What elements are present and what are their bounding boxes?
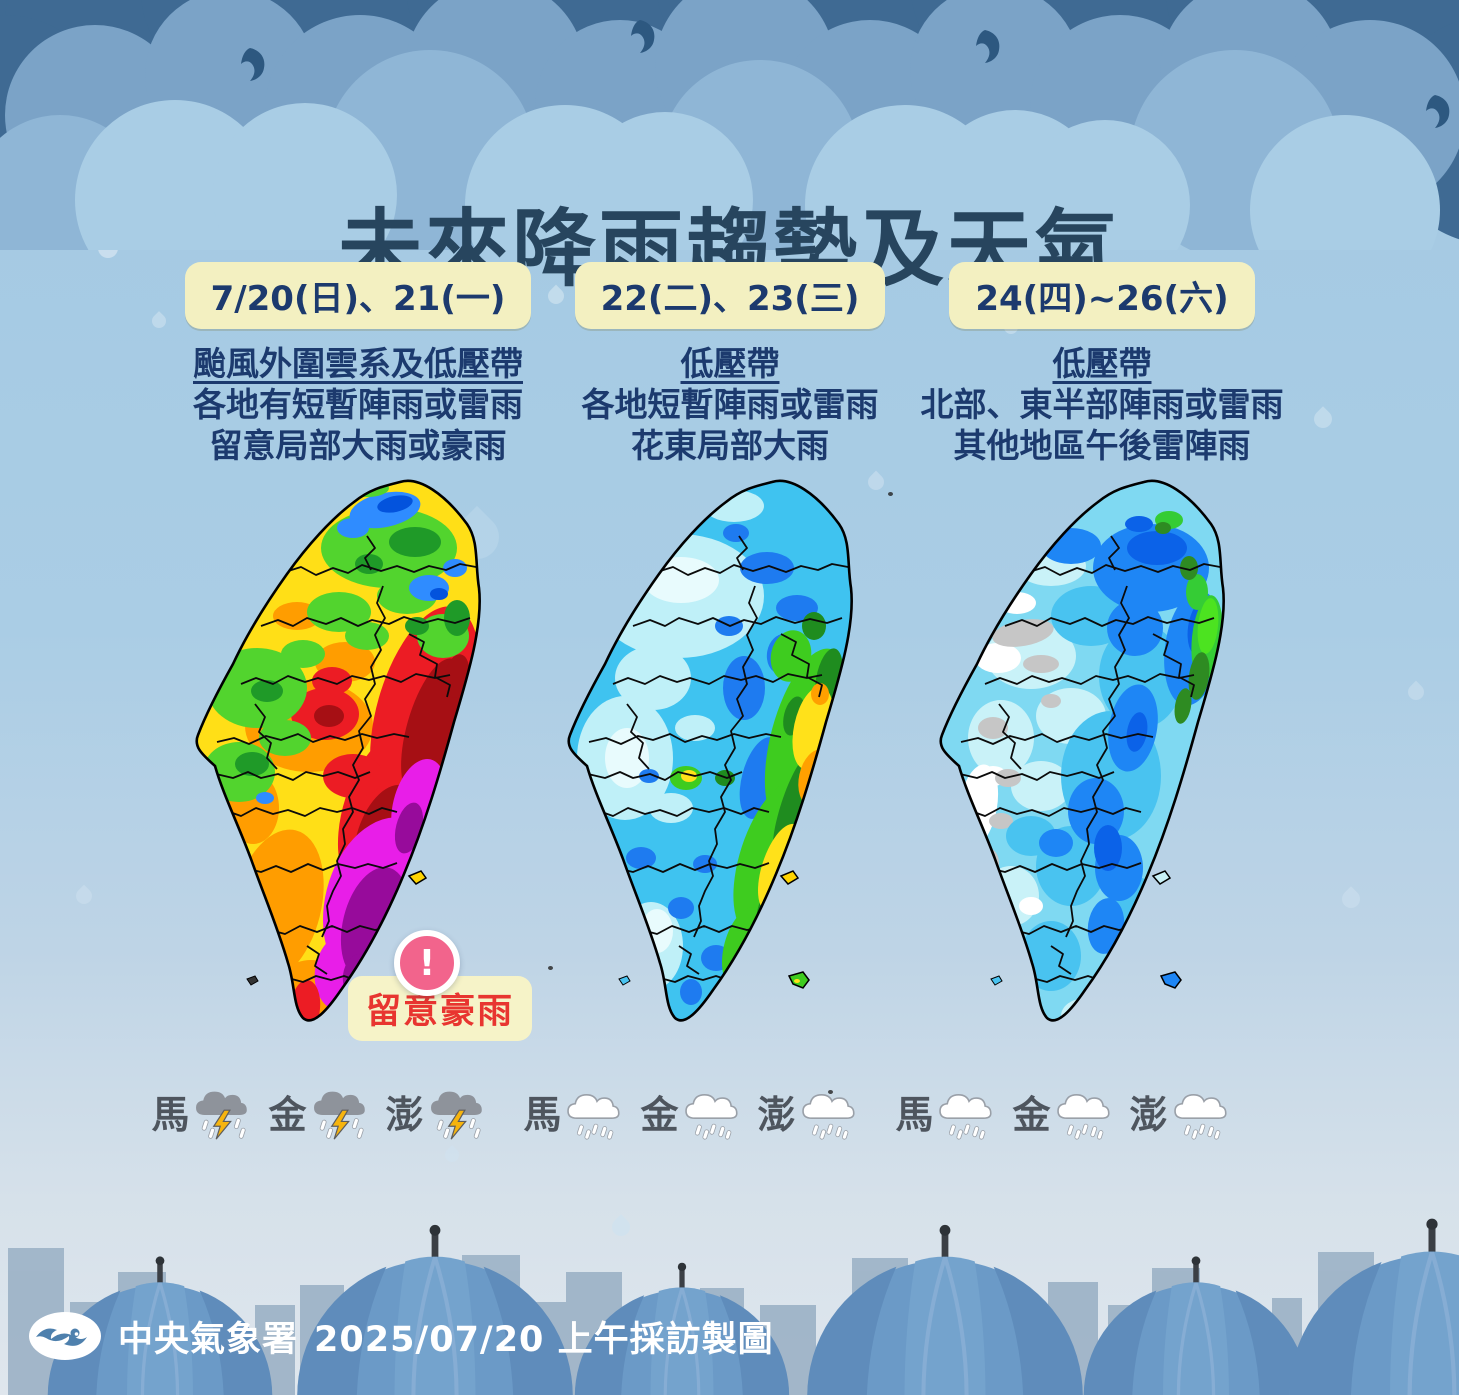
raindrop-decoration xyxy=(442,1145,462,1165)
footer-agency: 中央氣象署 xyxy=(118,1319,299,1360)
umbrella xyxy=(807,1225,1082,1395)
island-kinmen: 金 xyxy=(1012,1086,1111,1148)
panel-description: 颱風外圍雲系及低壓帶 各地有短暫陣雨或雷雨 留意局部大雨或豪雨 xyxy=(148,343,568,466)
liuqiu-islet xyxy=(990,975,1003,986)
rainfall-map-jul24-26 xyxy=(856,476,1276,1056)
island-matsu: 馬 xyxy=(523,1086,622,1148)
weather-cause: 低壓帶 xyxy=(680,344,780,383)
rainfall-map-jul22-23 xyxy=(484,476,904,1056)
rain-cloud-icon xyxy=(1171,1086,1229,1148)
weather-cause: 颱風外圍雲系及低壓帶 xyxy=(193,344,523,383)
weather-line: 花東局部大雨 xyxy=(631,426,829,465)
island-label: 金 xyxy=(640,1093,679,1137)
orchid-island-islet xyxy=(1159,971,1182,989)
outlying-islands-row: 馬 金 澎 xyxy=(852,1086,1272,1148)
green-island-islet xyxy=(407,870,428,885)
weather-line: 其他地區午後雷陣雨 xyxy=(953,426,1251,465)
rain-cloud-icon xyxy=(936,1086,994,1148)
rain-cloud-icon xyxy=(799,1086,857,1148)
liuqiu-islet xyxy=(618,975,631,986)
island-penghu: 澎 xyxy=(1130,1086,1229,1148)
storm-clouds-decoration xyxy=(0,0,1459,250)
panel-jul22-23: 22(二)、23(三) 低壓帶 各地短暫陣雨或雷雨 花東局部大雨 xyxy=(520,262,940,1148)
footer-caption: 2025/07/20 上午採訪製圖 xyxy=(314,1319,774,1360)
heavy-rain-warning-badge: 留意豪雨 xyxy=(348,976,533,1041)
rainfall-map-jul20-21 xyxy=(112,476,532,1056)
island-kinmen: 金 xyxy=(640,1086,739,1148)
green-island-islet xyxy=(1151,870,1172,885)
island-label: 金 xyxy=(268,1093,307,1137)
panel-description: 低壓帶 各地短暫陣雨或雷雨 花東局部大雨 xyxy=(520,343,940,466)
footer: 中央氣象署 2025/07/20 上午採訪製圖 xyxy=(28,1310,774,1362)
rain-cloud-icon xyxy=(564,1086,622,1148)
thunderstorm-icon xyxy=(192,1086,250,1148)
weather-line: 北部、東半部陣雨或雷雨 xyxy=(920,385,1284,424)
island-label: 馬 xyxy=(895,1093,934,1137)
speck-decoration xyxy=(828,1090,833,1094)
weather-line: 各地短暫陣雨或雷雨 xyxy=(581,385,879,424)
date-badge: 24(四)~26(六) xyxy=(949,262,1255,329)
island-label: 馬 xyxy=(151,1093,190,1137)
raindrop-decoration xyxy=(72,884,96,908)
date-badge: 7/20(日)、21(一) xyxy=(184,262,532,329)
island-matsu: 馬 xyxy=(151,1086,250,1148)
island-kinmen: 金 xyxy=(268,1086,367,1148)
raindrop-decoration xyxy=(1310,406,1336,432)
outlying-islands-row: 馬 金 澎 xyxy=(480,1086,900,1148)
outlying-islands-row: 馬 金 澎 xyxy=(108,1086,528,1148)
umbrella xyxy=(1084,1256,1308,1395)
island-matsu: 馬 xyxy=(895,1086,994,1148)
speck-decoration xyxy=(548,966,553,970)
raindrop-decoration xyxy=(1404,680,1428,704)
island-label: 金 xyxy=(1012,1093,1051,1137)
island-label: 馬 xyxy=(523,1093,562,1137)
liuqiu-islet xyxy=(246,975,259,986)
rain-cloud-icon xyxy=(1054,1086,1112,1148)
rain-cloud-icon xyxy=(682,1086,740,1148)
weather-line: 留意局部大雨或豪雨 xyxy=(209,426,507,465)
warning-exclamation-icon: ! xyxy=(394,930,460,996)
thunderstorm-icon xyxy=(310,1086,368,1148)
speck-decoration xyxy=(888,492,893,496)
green-island-islet xyxy=(779,870,800,885)
island-penghu: 澎 xyxy=(386,1086,485,1148)
panel-description: 低壓帶 北部、東半部陣雨或雷雨 其他地區午後雷陣雨 xyxy=(892,343,1312,466)
thunderstorm-icon xyxy=(427,1086,485,1148)
island-label: 澎 xyxy=(385,1093,424,1137)
islet-detail xyxy=(794,979,800,983)
raindrop-decoration xyxy=(1338,886,1364,912)
weather-line: 各地有短暫陣雨或雷雨 xyxy=(193,385,523,424)
city-umbrellas-decoration xyxy=(8,1210,1459,1395)
panel-jul20-21: 7/20(日)、21(一) 颱風外圍雲系及低壓帶 各地有短暫陣雨或雷雨 留意局部… xyxy=(148,262,568,1148)
cwa-logo xyxy=(28,1310,102,1362)
panel-jul24-26: 24(四)~26(六) 低壓帶 北部、東半部陣雨或雷雨 其他地區午後雷陣雨 xyxy=(892,262,1312,1148)
date-badge: 22(二)、23(三) xyxy=(574,262,886,329)
island-label: 澎 xyxy=(757,1093,796,1137)
umbrella xyxy=(1289,1219,1459,1395)
weather-cause: 低壓帶 xyxy=(1052,344,1152,383)
island-label: 澎 xyxy=(1129,1093,1168,1137)
island-penghu: 澎 xyxy=(758,1086,857,1148)
cloud-curl-icon xyxy=(241,20,1450,128)
